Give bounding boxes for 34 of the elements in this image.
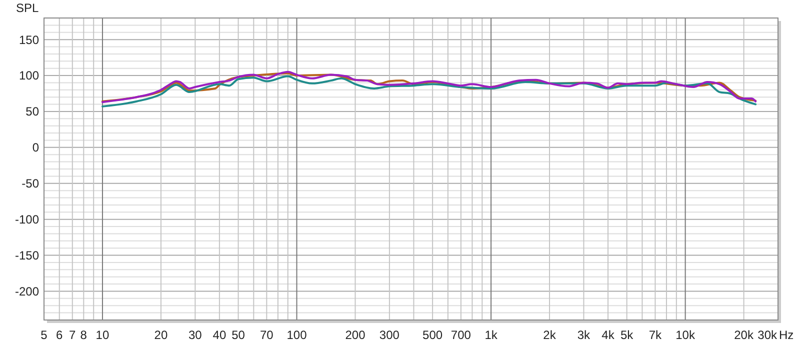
x-tick-label: 7 [69,328,76,342]
x-tick-label: 20 [154,328,168,342]
x-tick-label: 200 [345,328,366,342]
x-tick-label: 300 [379,328,400,342]
x-tick-label: 1k [484,328,498,342]
y-axis-title: SPL [16,1,40,15]
x-tick-label: 10k [676,328,696,342]
x-tick-label: 40 [212,328,226,342]
x-tick-label: 3k [577,328,592,342]
x-tick-label: 30k [758,328,778,342]
x-tick-label: 8 [80,328,88,342]
x-tick-label: 5k [620,328,634,342]
y-tick-label: 100 [18,68,40,83]
x-tick-label: 4k [602,328,616,342]
x-tick-label: 6 [56,328,64,342]
y-tick-label: 0 [32,140,40,155]
y-tick-label: 50 [26,104,40,119]
y-tick-label: 150 [18,32,40,47]
x-tick-label: 7k [648,328,663,342]
x-axis-title: Hz [779,328,794,342]
y-tick-label: -50 [22,176,40,191]
x-tick-label: 10 [96,328,110,342]
x-tick-label: 5 [40,328,48,342]
x-tick-label: 100 [286,328,308,342]
x-tick-label: 30 [188,328,202,342]
x-tick-label: 50 [232,328,246,342]
x-tick-label: 2k [543,328,557,342]
x-tick-label: 700 [450,328,472,342]
y-tick-label: -100 [14,212,40,227]
x-tick-label: 70 [260,328,274,342]
x-tick-label: 20k [734,328,754,342]
y-tick-label: -150 [14,248,40,262]
y-tick-label: -200 [14,284,40,298]
x-tick-label: 500 [422,328,443,342]
